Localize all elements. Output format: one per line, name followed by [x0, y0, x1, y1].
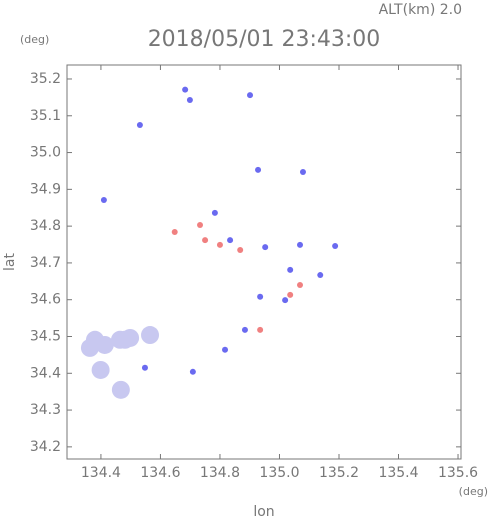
- x-tick-label: 135.4: [378, 465, 418, 481]
- echo-point: [299, 169, 306, 176]
- y-tick-label: 35.2: [30, 71, 61, 87]
- echo-point: [211, 209, 218, 216]
- y-tick-label: 34.4: [30, 365, 61, 381]
- echo-point: [332, 242, 339, 249]
- echo-point: [297, 281, 304, 288]
- echo-point: [287, 266, 294, 273]
- echo-point: [80, 338, 99, 357]
- echo-point: [111, 380, 130, 399]
- x-tick-label: 134.4: [81, 465, 121, 481]
- echo-point: [247, 92, 254, 99]
- plot-frame: [66, 64, 462, 460]
- y-tick-label: 35.1: [30, 108, 61, 124]
- echo-point: [237, 247, 244, 254]
- echo-point: [136, 121, 143, 128]
- y-tick-label: 34.3: [30, 402, 61, 418]
- y-tick-label: 34.6: [30, 292, 61, 308]
- y-unit: (deg): [20, 33, 49, 46]
- x-tick-label: 134.8: [200, 465, 240, 481]
- echo-point: [257, 326, 264, 333]
- y-tick-label: 34.7: [30, 255, 61, 271]
- y-axis-label: lat: [2, 253, 18, 271]
- echo-point: [202, 237, 209, 244]
- altitude-label: ALT(km) 2.0: [379, 2, 462, 18]
- echo-point: [222, 346, 229, 353]
- x-tick-label: 135.6: [438, 465, 478, 481]
- x-tick-label: 134.6: [140, 465, 180, 481]
- echo-point: [255, 166, 262, 173]
- echo-point: [227, 237, 234, 244]
- echo-point: [186, 96, 193, 103]
- x-tick-label: 135.0: [259, 465, 299, 481]
- chart-title: 2018/05/01 23:43:00: [148, 27, 381, 52]
- echo-point: [216, 241, 223, 248]
- y-tick-label: 34.9: [30, 181, 61, 197]
- echo-point: [197, 222, 204, 229]
- x-unit: (deg): [459, 485, 488, 498]
- echo-point: [262, 244, 269, 251]
- echo-point: [282, 297, 289, 304]
- echo-point: [257, 293, 264, 300]
- echo-point: [95, 335, 114, 354]
- echo-point: [171, 229, 178, 236]
- echo-point: [241, 326, 248, 333]
- echo-point: [91, 360, 110, 379]
- echo-point: [121, 328, 140, 347]
- echo-point: [100, 197, 107, 204]
- y-tick-label: 34.5: [30, 328, 61, 344]
- y-tick-label: 34.8: [30, 218, 61, 234]
- x-tick-label: 135.2: [319, 465, 359, 481]
- echo-point: [297, 241, 304, 248]
- x-axis-label: lon: [253, 504, 274, 520]
- echo-point: [287, 291, 294, 298]
- echo-point: [317, 272, 324, 279]
- y-tick-label: 34.2: [30, 439, 61, 455]
- echo-point: [189, 368, 196, 375]
- echo-point: [141, 364, 148, 371]
- echo-point: [141, 326, 160, 345]
- echo-point: [182, 86, 189, 93]
- y-tick-label: 35.0: [30, 145, 61, 161]
